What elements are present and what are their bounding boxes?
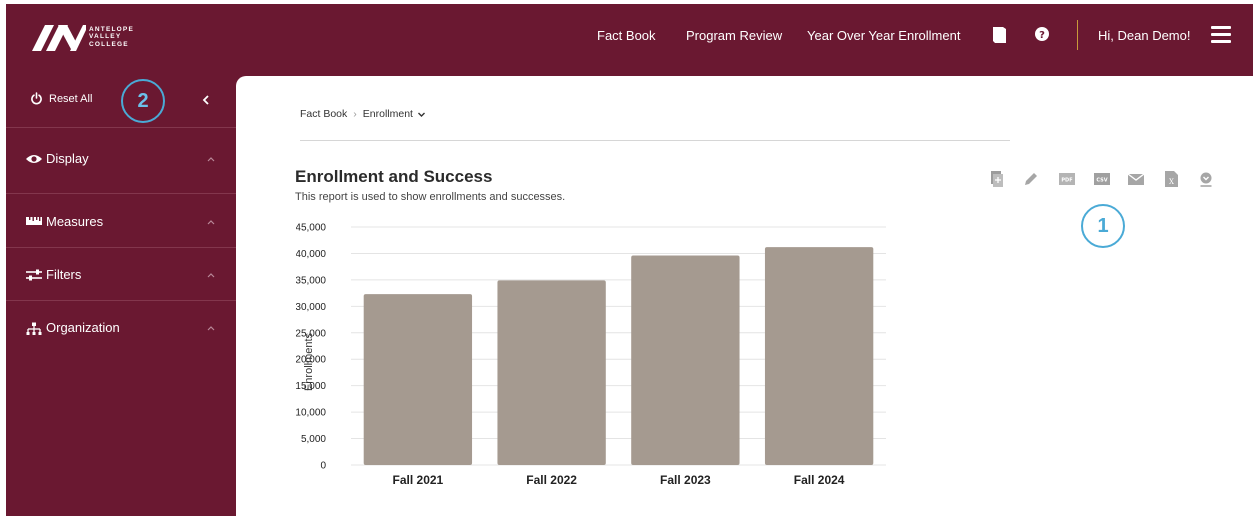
hamburger-icon[interactable] <box>1211 26 1231 44</box>
chevron-down-icon[interactable] <box>417 111 426 118</box>
breadcrumb: Fact Book › Enrollment <box>300 108 426 120</box>
email-icon[interactable] <box>1127 170 1145 188</box>
nav-year-over-year-enrollment[interactable]: Year Over Year Enrollment <box>807 28 961 43</box>
download-icon[interactable] <box>1197 170 1215 188</box>
help-icon[interactable]: ? <box>1031 24 1053 46</box>
bar-fall-2023[interactable] <box>631 255 740 465</box>
logo-text: ANTELOPE VALLEY COLLEGE <box>89 26 134 49</box>
svg-text:PDF: PDF <box>1061 178 1072 184</box>
sliders-icon <box>26 269 42 281</box>
power-icon <box>31 92 42 105</box>
bar-fall-2024[interactable] <box>764 247 874 465</box>
sidebar-section-label: Organization <box>46 320 120 335</box>
user-greeting[interactable]: Hi, Dean Demo! <box>1098 28 1191 43</box>
x-tick-label: Fall 2021 <box>393 473 444 487</box>
annotation-badge-2: 2 <box>121 79 165 123</box>
x-tick-label: Fall 2022 <box>526 473 577 487</box>
logo-line: ANTELOPE <box>89 25 134 33</box>
excel-icon[interactable]: X <box>1162 170 1180 188</box>
sidebar-section-measures[interactable]: Measures <box>6 194 236 248</box>
bar-fall-2022[interactable] <box>497 280 606 465</box>
ruler-icon <box>26 217 42 225</box>
sidebar-section-display[interactable]: Display <box>6 128 236 194</box>
sidebar-section-organization[interactable]: Organization <box>6 301 236 355</box>
y-tick-label: 20,000 <box>296 355 326 366</box>
y-tick-label: 25,000 <box>296 328 326 339</box>
book-icon[interactable] <box>988 24 1010 46</box>
main-panel: Fact Book › Enrollment Enrollment and Su… <box>236 76 1253 516</box>
y-tick-label: 15,000 <box>296 381 326 392</box>
add-report-icon[interactable] <box>988 170 1006 188</box>
nav-program-review[interactable]: Program Review <box>686 28 783 43</box>
y-tick-label: 35,000 <box>296 275 326 286</box>
sidebar-section-label: Display <box>46 151 89 166</box>
logo-mark-icon <box>32 25 86 51</box>
collapse-sidebar-icon[interactable] <box>198 92 214 108</box>
college-logo[interactable]: ANTELOPE VALLEY COLLEGE <box>32 22 134 52</box>
eye-icon <box>26 155 42 163</box>
report-title: Enrollment and Success <box>295 167 493 186</box>
bar-fall-2021[interactable] <box>363 294 473 465</box>
top-bar: ANTELOPE VALLEY COLLEGE Fact Book Progra… <box>6 4 1253 72</box>
chevron-up-icon <box>207 157 215 162</box>
y-axis-label: Enrollments <box>303 332 315 391</box>
y-tick-label: 40,000 <box>296 249 326 260</box>
y-tick-label: 0 <box>320 461 326 472</box>
logo-line: VALLEY <box>89 33 122 41</box>
csv-icon[interactable]: CSV <box>1093 170 1111 188</box>
y-tick-label: 5,000 <box>301 434 326 445</box>
enrollment-bar-chart: 0 5,000 10,000 15,000 20,000 25,000 30,000 35,0… <box>296 223 886 487</box>
nav-fact-book[interactable]: Fact Book <box>597 28 656 43</box>
y-tick-label: 10,000 <box>296 408 326 419</box>
breadcrumb-enrollment[interactable]: Enrollment <box>362 108 413 120</box>
chevron-up-icon <box>207 220 215 225</box>
logo-line: COLLEGE <box>89 40 129 48</box>
breadcrumb-separator: › <box>353 108 357 120</box>
edit-icon[interactable] <box>1022 170 1040 188</box>
breadcrumb-divider <box>300 140 1010 141</box>
svg-text:X: X <box>1169 178 1174 186</box>
x-tick-label: Fall 2024 <box>794 473 845 487</box>
chevron-up-icon <box>207 273 215 278</box>
annotation-badge-1: 1 <box>1081 204 1125 248</box>
chevron-up-icon <box>207 326 215 331</box>
svg-text:?: ? <box>1039 30 1045 41</box>
sidebar-section-filters[interactable]: Filters <box>6 248 236 301</box>
reset-row: Reset All 2 <box>6 72 236 128</box>
sidebar: Reset All 2 Display <box>6 72 236 516</box>
sidebar-section-label: Filters <box>46 267 82 282</box>
reset-all-label: Reset All <box>49 92 93 105</box>
y-tick-label: 45,000 <box>296 223 326 234</box>
reset-all-button[interactable]: Reset All <box>30 92 92 105</box>
pdf-icon[interactable]: PDF <box>1058 170 1076 188</box>
breadcrumb-fact-book[interactable]: Fact Book <box>300 108 348 120</box>
nav-divider <box>1077 20 1078 50</box>
sidebar-section-label: Measures <box>46 214 104 229</box>
report-subtitle: This report is used to show enrollments … <box>295 191 566 203</box>
y-tick-label: 30,000 <box>296 302 326 313</box>
app-frame: ANTELOPE VALLEY COLLEGE Fact Book Progra… <box>6 4 1253 516</box>
x-tick-label: Fall 2023 <box>660 473 711 487</box>
svg-text:CSV: CSV <box>1096 178 1107 184</box>
org-chart-icon <box>26 322 42 335</box>
